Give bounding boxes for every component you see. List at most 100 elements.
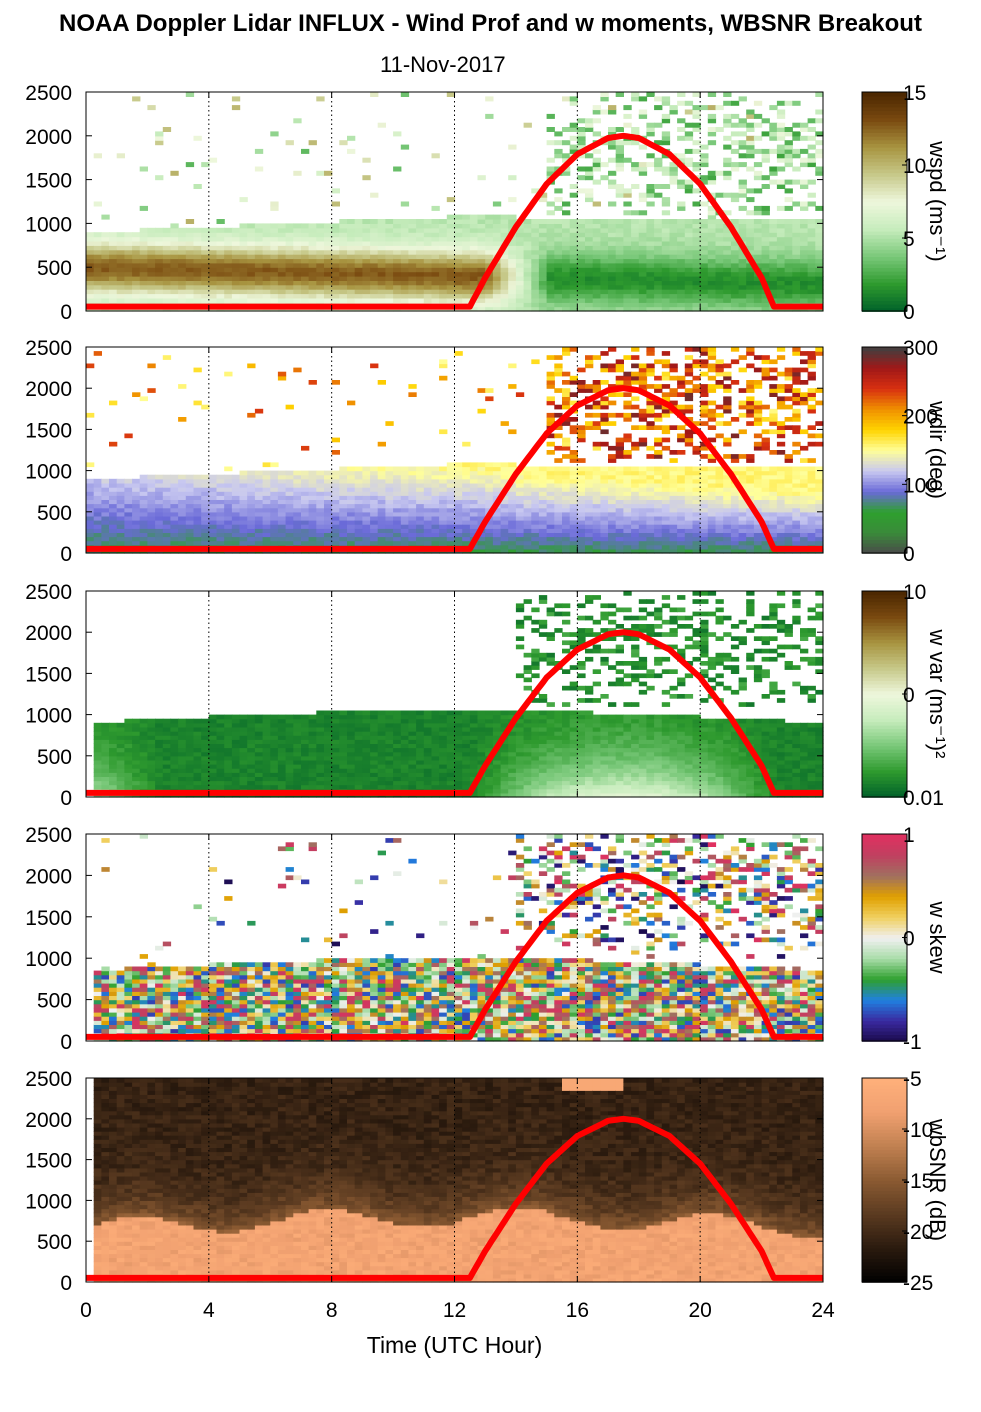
heatmap-cell [715, 520, 724, 525]
heatmap-cell [546, 384, 555, 389]
heatmap-cell [347, 499, 356, 505]
heatmap-cell [600, 528, 609, 533]
heatmap-cell [654, 122, 663, 128]
heatmap-cell [400, 532, 410, 538]
heatmap-cell [101, 511, 110, 517]
heatmap-cell [423, 499, 433, 505]
heatmap-cell [608, 267, 617, 273]
heatmap-cell [423, 280, 433, 286]
heatmap-cell [208, 524, 218, 529]
heatmap-cell [692, 271, 701, 277]
heatmap-cell [508, 280, 517, 286]
heatmap-cell [746, 188, 755, 194]
colorbar-swatch [862, 150, 907, 155]
heatmap-cell [538, 223, 548, 229]
heatmap-cell [185, 528, 195, 533]
heatmap-cell [347, 528, 356, 533]
heatmap-cell [784, 375, 793, 381]
heatmap-cell [224, 536, 233, 542]
heatmap-cell [439, 271, 448, 277]
heatmap-cell [585, 236, 594, 242]
heatmap-cell [538, 474, 548, 480]
heatmap-cell [101, 280, 110, 286]
heatmap-cell [439, 293, 448, 299]
heatmap-cell [423, 271, 433, 277]
heatmap-cell [262, 491, 271, 496]
heatmap-cell [109, 540, 118, 546]
heatmap-cell [370, 363, 379, 369]
heatmap-cell [500, 462, 509, 468]
heatmap-cell [761, 249, 770, 255]
heatmap-cell [362, 478, 371, 484]
heatmap-cell [147, 271, 156, 277]
heatmap-cell [469, 548, 479, 554]
heatmap-cell [224, 520, 233, 525]
heatmap-cell [155, 536, 164, 542]
heatmap-cell [715, 127, 724, 132]
heatmap-cell [208, 483, 218, 488]
heatmap-cell [446, 297, 456, 303]
heatmap-cell [308, 289, 317, 295]
heatmap-cell [147, 474, 156, 480]
heatmap-cell [784, 495, 793, 500]
heatmap-cell [301, 249, 310, 255]
heatmap-cell [546, 271, 555, 277]
heatmap-cell [155, 276, 164, 281]
heatmap-cell [431, 223, 440, 229]
heatmap-cell [339, 245, 348, 251]
heatmap-cell [316, 483, 325, 488]
heatmap-cell [661, 280, 671, 286]
colorbar-swatch [862, 245, 907, 250]
heatmap-cell [800, 499, 809, 505]
heatmap-cell [385, 507, 394, 513]
heatmap-cell [807, 458, 816, 463]
heatmap-cell [301, 254, 310, 260]
heatmap-cell [608, 524, 617, 529]
heatmap-cell [347, 532, 356, 538]
heatmap-cell [715, 262, 724, 268]
heatmap-cell [723, 441, 732, 447]
heatmap-cell [669, 540, 678, 546]
heatmap-cell [761, 371, 770, 377]
heatmap-cell [116, 532, 125, 538]
heatmap-cell [623, 249, 632, 255]
heatmap-cell [485, 280, 494, 286]
heatmap-cell [807, 289, 816, 295]
heatmap-cell [301, 271, 310, 277]
heatmap-cell [454, 499, 463, 505]
heatmap-cell [531, 240, 540, 246]
heatmap-cell [93, 240, 102, 246]
heatmap-cell [270, 478, 279, 484]
heatmap-cell [446, 470, 456, 476]
heatmap-cell [93, 532, 102, 538]
heatmap-cell [638, 503, 648, 509]
heatmap-cell [270, 236, 279, 242]
heatmap-cell [538, 192, 548, 198]
heatmap-cell [677, 179, 686, 185]
heatmap-cell [139, 166, 148, 172]
heatmap-cell [592, 293, 601, 299]
heatmap-cell [615, 144, 624, 150]
heatmap-cell [738, 144, 747, 150]
heatmap-cell [492, 540, 502, 546]
heatmap-cell [631, 347, 640, 352]
heatmap-cell [277, 297, 287, 303]
heatmap-cell [538, 499, 548, 505]
heatmap-cell [562, 351, 571, 356]
heatmap-cell [178, 524, 187, 529]
colorbar-swatch [862, 92, 907, 97]
heatmap-cell [592, 544, 601, 550]
heatmap-cell [677, 240, 686, 246]
heatmap-cell [638, 367, 648, 373]
heatmap-cell [492, 548, 502, 554]
heatmap-cell [761, 157, 770, 163]
heatmap-cell [439, 223, 448, 229]
heatmap-cell [761, 258, 770, 264]
heatmap-cell [385, 470, 394, 476]
heatmap-cell [531, 507, 540, 513]
heatmap-cell [661, 197, 671, 203]
heatmap-cell [377, 380, 386, 385]
heatmap-cell [239, 474, 248, 480]
heatmap-cell [623, 201, 632, 207]
heatmap-cell [454, 540, 463, 546]
